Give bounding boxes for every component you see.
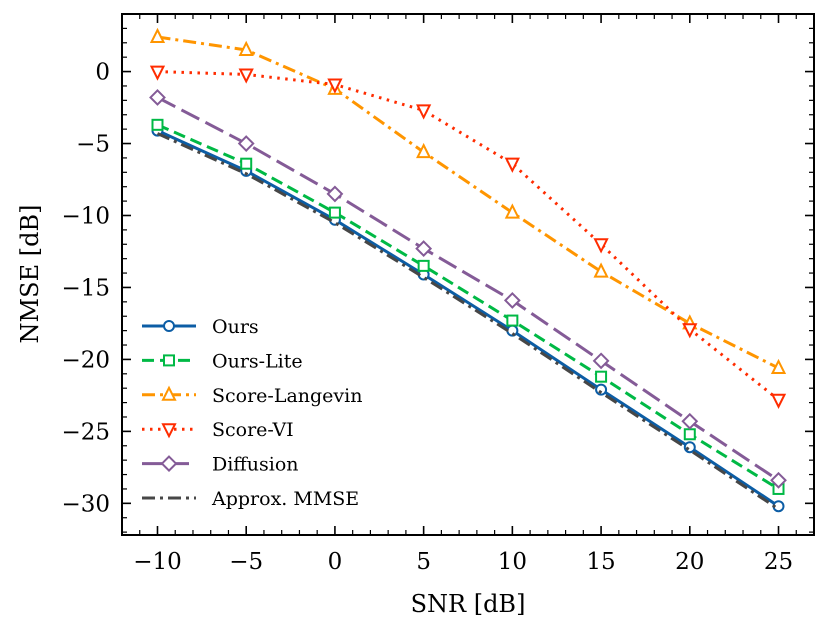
x-tick-label: 10 xyxy=(498,549,527,575)
legend-marker xyxy=(160,455,178,473)
x-tick-label: 20 xyxy=(675,549,704,575)
series-score-vi xyxy=(149,65,787,409)
series-approx-mmse xyxy=(156,132,780,511)
data-point xyxy=(770,471,787,489)
data-point xyxy=(683,428,696,441)
data-point xyxy=(149,27,166,44)
x-tick-label: 25 xyxy=(764,549,793,575)
legend-label: Ours-Lite xyxy=(212,350,303,372)
series-layer xyxy=(149,27,787,513)
legend-item: Approx. MMSE xyxy=(142,488,359,510)
data-point xyxy=(417,259,430,272)
data-point xyxy=(681,412,699,430)
legend-marker xyxy=(161,423,177,439)
series-line xyxy=(156,129,780,508)
data-point xyxy=(504,157,520,173)
y-axis-label: NMSE [dB] xyxy=(16,205,44,344)
data-point xyxy=(149,65,166,81)
data-point xyxy=(238,68,254,84)
data-point xyxy=(592,352,610,370)
data-point xyxy=(416,104,432,120)
legend: Ours Ours-Lite Score-Langevin Score-VI Diffu… xyxy=(142,316,362,510)
data-point xyxy=(595,370,608,383)
data-point xyxy=(240,157,253,170)
data-point xyxy=(503,291,521,309)
legend-label: Score-VI xyxy=(212,419,294,441)
series-line xyxy=(156,132,780,511)
data-point xyxy=(683,441,696,454)
y-tick-label: −20 xyxy=(61,347,110,373)
legend-item: Ours-Lite xyxy=(142,350,303,372)
legend-item: Diffusion xyxy=(142,454,299,476)
data-point xyxy=(770,358,787,375)
data-point xyxy=(326,185,344,203)
y-axis-ticks: 0 −5 −10 −15 −20 −25 −30 xyxy=(61,13,814,533)
legend-label: Ours xyxy=(212,316,259,338)
data-point xyxy=(415,240,433,258)
series-line xyxy=(156,123,780,491)
y-tick-label: −5 xyxy=(76,132,110,158)
series-line xyxy=(157,70,780,401)
x-tick-label: 15 xyxy=(586,549,615,575)
plot-frame xyxy=(121,13,815,536)
data-point xyxy=(416,142,432,159)
data-point xyxy=(237,135,255,152)
x-tick-label: 0 xyxy=(328,549,343,575)
y-tick-label: −15 xyxy=(61,275,110,301)
x-axis-ticks: −10 −5 0 5 10 15 20 25 xyxy=(121,14,815,575)
series-line xyxy=(156,96,780,482)
legend-marker xyxy=(163,354,175,367)
data-point xyxy=(593,238,609,254)
data-point xyxy=(238,40,254,56)
legend-item: Score-VI xyxy=(142,419,294,441)
series-diffusion xyxy=(149,89,787,489)
x-tick-label: −5 xyxy=(229,549,263,575)
data-point xyxy=(504,203,520,219)
series-ours-lite xyxy=(151,118,785,495)
y-tick-label: −30 xyxy=(61,491,110,517)
data-point xyxy=(770,393,787,409)
legend-label: Score-Langevin xyxy=(212,385,362,407)
data-point xyxy=(327,78,343,94)
x-tick-label: −10 xyxy=(133,549,182,575)
legend-marker xyxy=(163,320,175,332)
legend-item: Score-Langevin xyxy=(142,385,362,407)
data-point xyxy=(506,314,519,327)
y-tick-label: 0 xyxy=(95,60,110,86)
x-axis-label: SNR [dB] xyxy=(411,590,526,618)
data-point xyxy=(593,262,609,278)
series-line xyxy=(157,35,780,370)
data-point xyxy=(682,323,698,339)
data-point xyxy=(328,206,341,219)
y-tick-label: −25 xyxy=(61,419,110,445)
data-point xyxy=(151,118,164,131)
legend-item: Ours xyxy=(142,316,259,338)
legend-label: Approx. MMSE xyxy=(211,488,359,510)
legend-marker xyxy=(161,385,177,401)
x-tick-label: 5 xyxy=(416,549,431,575)
data-point xyxy=(149,89,166,106)
y-tick-label: −10 xyxy=(61,203,110,229)
legend-label: Diffusion xyxy=(212,454,299,476)
